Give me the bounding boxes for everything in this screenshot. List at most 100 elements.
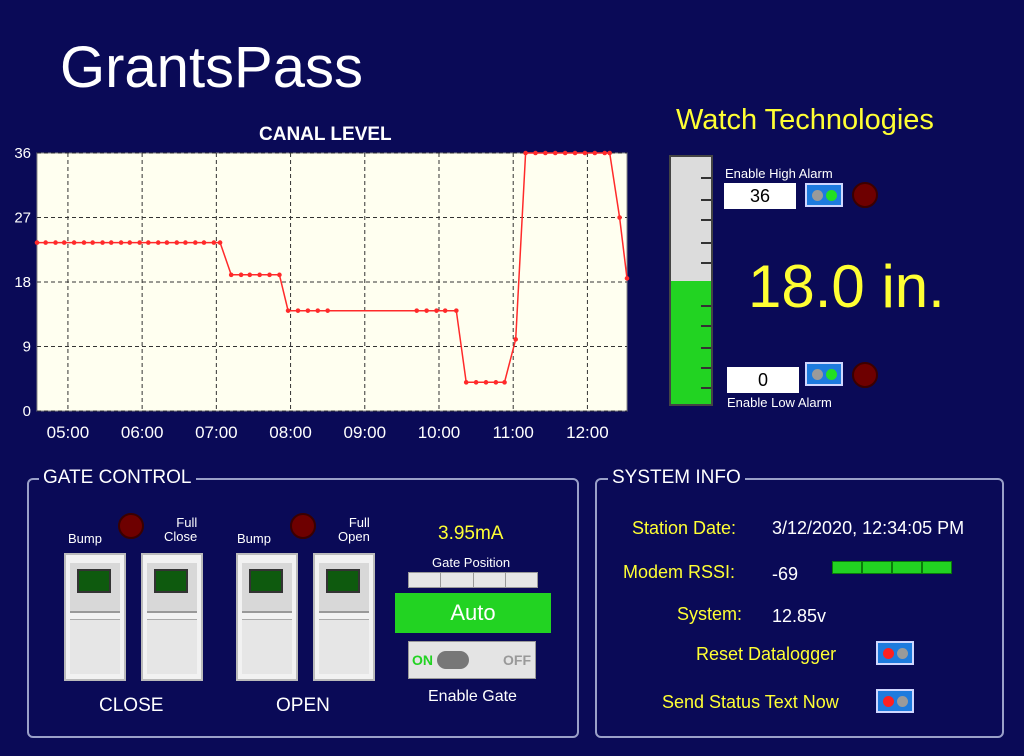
rssi-bar-segment bbox=[892, 561, 922, 574]
trend-point bbox=[295, 308, 301, 313]
button-red-indicator bbox=[882, 695, 894, 707]
trend-point bbox=[502, 380, 507, 385]
low-alarm-toggle[interactable] bbox=[805, 362, 843, 386]
full-close-switch[interactable] bbox=[141, 553, 203, 681]
trend-point bbox=[217, 240, 223, 245]
trend-point bbox=[61, 240, 67, 245]
reset-datalogger-label: Reset Datalogger bbox=[696, 644, 837, 664]
level-value: 18.0 in. bbox=[748, 253, 945, 320]
rssi-bars bbox=[832, 561, 952, 574]
toggle-off-indicator bbox=[811, 189, 823, 201]
y-tick-label: 27 bbox=[14, 210, 31, 227]
send-status-button[interactable] bbox=[876, 689, 914, 713]
gauge-tick bbox=[701, 199, 711, 201]
gauge-tick bbox=[701, 325, 711, 327]
trend-point bbox=[582, 150, 588, 156]
gate-current: 3.95mA bbox=[438, 523, 504, 544]
full-open-label: Full Open bbox=[338, 515, 370, 544]
trend-point bbox=[602, 150, 608, 156]
trend-point bbox=[183, 240, 188, 245]
site-title: GrantsPass bbox=[60, 35, 363, 100]
x-tick-label: 12:00 bbox=[566, 423, 609, 442]
trend-point bbox=[463, 380, 469, 385]
trend-point bbox=[533, 150, 538, 156]
gauge-tick bbox=[701, 305, 711, 307]
switch-indicator bbox=[326, 569, 360, 593]
trend-point bbox=[81, 240, 87, 245]
rssi-bar-segment bbox=[922, 561, 952, 574]
low-alarm-label: Enable Low Alarm bbox=[727, 395, 832, 410]
trend-point bbox=[624, 276, 630, 281]
trend-point bbox=[607, 150, 612, 156]
high-alarm-setpoint[interactable]: 36 bbox=[724, 183, 796, 209]
button-gray-indicator bbox=[896, 695, 908, 707]
button-red-indicator bbox=[882, 647, 894, 659]
switch-indicator bbox=[249, 569, 283, 593]
trend-point bbox=[277, 272, 282, 278]
trend-point bbox=[71, 240, 77, 245]
trend-point bbox=[100, 240, 105, 245]
trend-point bbox=[247, 272, 253, 278]
trend-point bbox=[617, 215, 622, 220]
trend-point bbox=[137, 240, 142, 245]
trend-point bbox=[493, 380, 499, 385]
level-gauge bbox=[669, 155, 713, 406]
trend-point bbox=[552, 150, 558, 156]
rssi-bar-segment bbox=[832, 561, 862, 574]
trend-point bbox=[473, 380, 479, 385]
rssi-value: -69 bbox=[772, 564, 799, 584]
trend-point bbox=[572, 150, 578, 156]
trend-points bbox=[34, 150, 630, 385]
low-alarm-lamp bbox=[852, 362, 878, 388]
canal-level-chart: 0 9 18 27 36 05:00 06:00 07:00 08:00 09:00 10:00 1… bbox=[14, 145, 630, 442]
bump-open-switch[interactable] bbox=[236, 553, 298, 681]
x-tick-label: 06:00 bbox=[121, 423, 164, 442]
full-open-switch[interactable] bbox=[313, 553, 375, 681]
x-tick-label: 05:00 bbox=[47, 423, 90, 442]
toggle-lever bbox=[437, 651, 469, 669]
chart-x-ticks: 05:00 06:00 07:00 08:00 09:00 10:00 11:00 12:00 bbox=[47, 423, 609, 442]
rssi-bar-segment bbox=[862, 561, 892, 574]
gauge-tick bbox=[701, 262, 711, 264]
button-gray-indicator bbox=[896, 647, 908, 659]
enable-gate-label: Enable Gate bbox=[428, 688, 517, 705]
station-date-label: Station Date: bbox=[632, 518, 737, 538]
system-info-title: SYSTEM INFO bbox=[608, 467, 745, 489]
trend-point bbox=[146, 240, 151, 245]
bump-close-switch[interactable] bbox=[64, 553, 126, 681]
company-name: Watch Technologies bbox=[676, 104, 934, 136]
switch-indicator bbox=[77, 569, 111, 593]
enable-gate-toggle[interactable]: ON OFF bbox=[408, 641, 536, 679]
trend-point bbox=[155, 240, 161, 245]
chart-y-ticks: 0 9 18 27 36 bbox=[14, 145, 31, 420]
low-alarm-setpoint[interactable]: 0 bbox=[727, 367, 799, 393]
x-tick-label: 10:00 bbox=[418, 423, 461, 442]
station-date-value: 3/12/2020, 12:34:05 PM bbox=[772, 518, 965, 538]
high-alarm-lamp bbox=[852, 182, 878, 208]
trend-point bbox=[34, 240, 40, 245]
system-label: System: bbox=[677, 604, 743, 624]
chart-title: CANAL LEVEL bbox=[259, 124, 392, 145]
gate-control-title: GATE CONTROL bbox=[39, 467, 196, 489]
system-voltage-value: 12.85v bbox=[772, 606, 827, 626]
x-tick-label: 11:00 bbox=[493, 423, 534, 442]
gauge-tick bbox=[701, 242, 711, 244]
y-tick-label: 9 bbox=[23, 339, 31, 356]
trend-point bbox=[211, 240, 217, 245]
switch-indicator bbox=[154, 569, 188, 593]
trend-point bbox=[442, 308, 448, 313]
toggle-off-indicator bbox=[811, 368, 823, 380]
reset-datalogger-button[interactable] bbox=[876, 641, 914, 665]
level-gauge-fill bbox=[671, 280, 711, 404]
trend-point bbox=[562, 150, 568, 156]
trend-point bbox=[257, 272, 262, 278]
open-label: OPEN bbox=[276, 695, 330, 716]
gate-mode-button[interactable]: Auto bbox=[395, 593, 551, 633]
bump-close-label: Bump bbox=[68, 531, 102, 546]
trend-point bbox=[228, 272, 234, 278]
toggle-on-label: ON bbox=[412, 652, 433, 668]
trend-point bbox=[238, 272, 244, 278]
x-tick-label: 09:00 bbox=[344, 423, 387, 442]
full-close-label: Full Close bbox=[164, 515, 198, 544]
high-alarm-toggle[interactable] bbox=[805, 183, 843, 207]
